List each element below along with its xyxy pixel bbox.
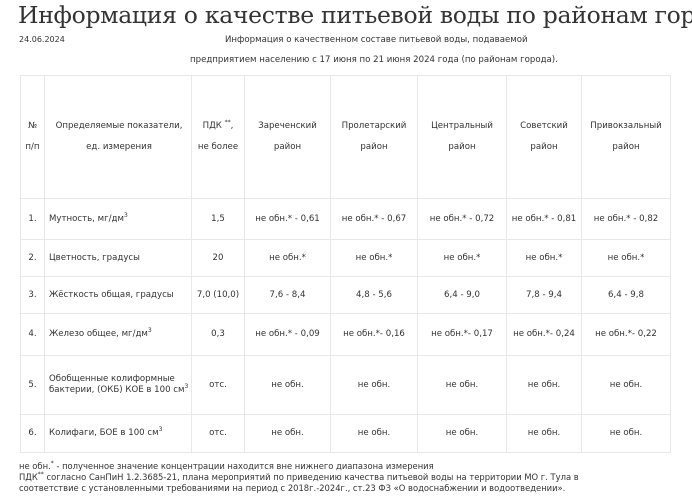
- cell-sovetsky: не обн.: [506, 355, 582, 415]
- table-row: 3. Жёсткость общая, градусы 7,0 (10,0) 7…: [20, 276, 671, 314]
- intro-line-2: предприятием населению с 17 июня по 21 и…: [190, 55, 558, 65]
- cell-privokzalny: не обн.*- 0,22: [581, 313, 671, 356]
- cell-zarechensky: не обн.: [244, 414, 331, 453]
- row-pdk: 7,0 (10,0): [191, 276, 245, 314]
- cell-proletarsky: 4,8 - 5,6: [330, 276, 418, 314]
- cell-zarechensky: 7,6 - 8,4: [244, 276, 331, 314]
- cell-sovetsky: не обн.: [506, 414, 582, 453]
- table-row: 6. Колифаги, БОЕ в 100 см3 отс. не обн. …: [20, 414, 671, 453]
- table-row: 1. Мутность, мг/дм3 1,5 не обн.* - 0,61 …: [20, 198, 671, 240]
- row-indicator: Колифаги, БОЕ в 100 см3: [44, 414, 192, 453]
- header-number: № п/п: [20, 75, 45, 199]
- header-district-privokzalny: Привокзальный район: [581, 75, 671, 199]
- cell-privokzalny: не обн.*: [581, 239, 671, 277]
- cell-privokzalny: не обн.: [581, 355, 671, 415]
- cell-zarechensky: не обн.* - 0,61: [244, 198, 331, 240]
- table-row: 5. Обобщенные колиформные бактерии, (ОКБ…: [20, 355, 671, 415]
- cell-privokzalny: не обн.: [581, 414, 671, 453]
- page-title: Информация о качестве питьевой воды по р…: [18, 1, 692, 29]
- header-district-proletarsky: Пролетарский район: [330, 75, 418, 199]
- row-indicator: Жёсткость общая, градусы: [44, 276, 192, 314]
- cell-tsentralny: не обн.: [417, 414, 507, 453]
- table-row: 2. Цветность, градусы 20 не обн.* не обн…: [20, 239, 671, 277]
- cell-tsentralny: не обн.*: [417, 239, 507, 277]
- cell-privokzalny: 6,4 - 9,8: [581, 276, 671, 314]
- header-pdk: ПДК **, не более: [191, 75, 245, 199]
- footnote-pdk-continued: соответствие с установленными требования…: [19, 483, 566, 493]
- row-number: 6.: [20, 414, 45, 453]
- header-district-zarechensky: Зареченский район: [244, 75, 331, 199]
- header-district-sovetsky: Советский район: [506, 75, 582, 199]
- header-district-tsentralny: Центральный район: [417, 75, 507, 199]
- cell-tsentralny: не обн.* - 0,72: [417, 198, 507, 240]
- intro-line-1: Информация о качественном составе питьев…: [225, 35, 528, 45]
- row-indicator: Железо общее, мг/дм3: [44, 313, 192, 356]
- row-number: 1.: [20, 198, 45, 240]
- cell-tsentralny: не обн.: [417, 355, 507, 415]
- row-number: 2.: [20, 239, 45, 277]
- table-row: 4. Железо общее, мг/дм3 0,3 не обн.* - 0…: [20, 313, 671, 356]
- header-indicator: Определяемые показатели, ед. измерения: [44, 75, 192, 199]
- row-number: 4.: [20, 313, 45, 356]
- cell-proletarsky: не обн.: [330, 414, 418, 453]
- cell-tsentralny: не обн.*- 0,17: [417, 313, 507, 356]
- footnote-pdk: ПДК** согласно СанПиН 1.2.3685-21, плана…: [19, 471, 579, 483]
- cell-privokzalny: не обн.* - 0,82: [581, 198, 671, 240]
- cell-proletarsky: не обн.*: [330, 239, 418, 277]
- cell-proletarsky: не обн.*- 0,16: [330, 313, 418, 356]
- publication-date: 24.06.2024: [19, 35, 65, 44]
- cell-sovetsky: 7,8 - 9,4: [506, 276, 582, 314]
- row-pdk: отс.: [191, 414, 245, 453]
- cell-sovetsky: не обн.*: [506, 239, 582, 277]
- row-pdk: отс.: [191, 355, 245, 415]
- cell-zarechensky: не обн.* - 0,09: [244, 313, 331, 356]
- row-indicator: Мутность, мг/дм3: [44, 198, 192, 240]
- row-pdk: 0,3: [191, 313, 245, 356]
- cell-sovetsky: не обн.* - 0,81: [506, 198, 582, 240]
- row-pdk: 1,5: [191, 198, 245, 240]
- cell-proletarsky: не обн.* - 0,67: [330, 198, 418, 240]
- row-indicator: Обобщенные колиформные бактерии, (ОКБ) К…: [44, 355, 192, 415]
- row-number: 5.: [20, 355, 45, 415]
- row-indicator: Цветность, градусы: [44, 239, 192, 277]
- row-pdk: 20: [191, 239, 245, 277]
- cell-tsentralny: 6,4 - 9,0: [417, 276, 507, 314]
- cell-proletarsky: не обн.: [330, 355, 418, 415]
- footnotes: не обн.* - полученное значение концентра…: [19, 461, 579, 494]
- cell-zarechensky: не обн.*: [244, 239, 331, 277]
- table-header-row: № п/п Определяемые показатели, ед. измерен…: [20, 75, 671, 199]
- row-number: 3.: [20, 276, 45, 314]
- cell-sovetsky: не обн.*- 0,24: [506, 313, 582, 356]
- water-quality-table: № п/п Определяемые показатели, ед. измерен…: [20, 75, 671, 453]
- footnote-not-detected: не обн.* - полученное значение концентра…: [19, 460, 434, 472]
- cell-zarechensky: не обн.: [244, 355, 331, 415]
